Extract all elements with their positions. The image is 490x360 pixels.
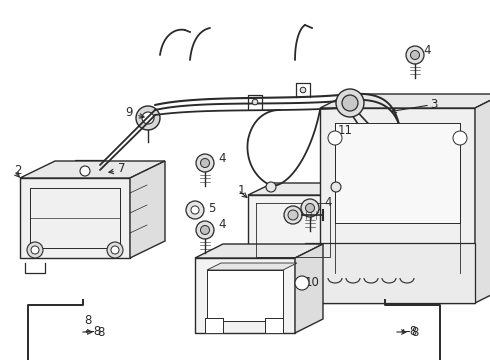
Polygon shape bbox=[205, 318, 223, 333]
Text: 8: 8 bbox=[84, 314, 91, 327]
Circle shape bbox=[186, 201, 204, 219]
Text: 8: 8 bbox=[97, 325, 104, 338]
Circle shape bbox=[252, 99, 258, 105]
Text: 4: 4 bbox=[218, 219, 225, 231]
Circle shape bbox=[373, 168, 387, 182]
Circle shape bbox=[191, 206, 199, 214]
Polygon shape bbox=[130, 161, 165, 258]
Circle shape bbox=[107, 242, 123, 258]
Polygon shape bbox=[75, 160, 105, 181]
Circle shape bbox=[284, 206, 302, 224]
Polygon shape bbox=[320, 94, 490, 108]
Polygon shape bbox=[20, 161, 165, 178]
Circle shape bbox=[375, 184, 385, 194]
Circle shape bbox=[424, 189, 436, 201]
Text: 4: 4 bbox=[423, 44, 431, 57]
Circle shape bbox=[31, 246, 39, 254]
Circle shape bbox=[355, 195, 365, 205]
Circle shape bbox=[111, 246, 119, 254]
Text: 8: 8 bbox=[411, 325, 418, 338]
Polygon shape bbox=[389, 139, 405, 151]
Circle shape bbox=[411, 50, 419, 59]
Circle shape bbox=[453, 131, 467, 145]
Polygon shape bbox=[335, 123, 460, 223]
Circle shape bbox=[300, 87, 306, 93]
Circle shape bbox=[196, 221, 214, 239]
Text: 11: 11 bbox=[338, 123, 353, 136]
Text: 7: 7 bbox=[118, 162, 125, 175]
Text: 10: 10 bbox=[305, 275, 320, 288]
Polygon shape bbox=[305, 243, 475, 303]
Circle shape bbox=[342, 95, 358, 111]
Text: 5: 5 bbox=[208, 202, 216, 215]
Text: 4: 4 bbox=[218, 152, 225, 165]
Polygon shape bbox=[195, 258, 295, 333]
Polygon shape bbox=[248, 183, 363, 195]
Circle shape bbox=[305, 203, 315, 212]
Circle shape bbox=[288, 210, 298, 220]
Polygon shape bbox=[195, 244, 323, 258]
Text: 4: 4 bbox=[324, 197, 332, 210]
Text: 2: 2 bbox=[14, 165, 22, 177]
Circle shape bbox=[200, 158, 210, 167]
Text: ←8: ←8 bbox=[84, 325, 101, 338]
Circle shape bbox=[200, 225, 210, 234]
Polygon shape bbox=[207, 263, 297, 270]
Polygon shape bbox=[295, 244, 323, 333]
Polygon shape bbox=[265, 318, 283, 333]
Text: ←8: ←8 bbox=[400, 325, 417, 338]
Circle shape bbox=[266, 182, 276, 192]
Circle shape bbox=[142, 112, 154, 124]
Circle shape bbox=[80, 166, 90, 176]
Polygon shape bbox=[248, 195, 338, 265]
Polygon shape bbox=[290, 268, 320, 298]
Text: 3: 3 bbox=[430, 99, 438, 112]
Circle shape bbox=[406, 46, 424, 64]
Circle shape bbox=[336, 89, 364, 117]
Circle shape bbox=[331, 182, 341, 192]
Circle shape bbox=[136, 106, 160, 130]
Circle shape bbox=[301, 199, 319, 217]
Polygon shape bbox=[338, 183, 363, 265]
Polygon shape bbox=[420, 185, 440, 205]
Circle shape bbox=[196, 154, 214, 172]
Polygon shape bbox=[207, 270, 283, 321]
Polygon shape bbox=[475, 94, 490, 303]
Polygon shape bbox=[320, 108, 475, 303]
Circle shape bbox=[295, 276, 309, 290]
Text: 1: 1 bbox=[238, 184, 245, 197]
Circle shape bbox=[328, 131, 342, 145]
Text: 6: 6 bbox=[308, 206, 316, 219]
Text: 9: 9 bbox=[125, 105, 133, 118]
Circle shape bbox=[27, 242, 43, 258]
Polygon shape bbox=[20, 178, 130, 258]
